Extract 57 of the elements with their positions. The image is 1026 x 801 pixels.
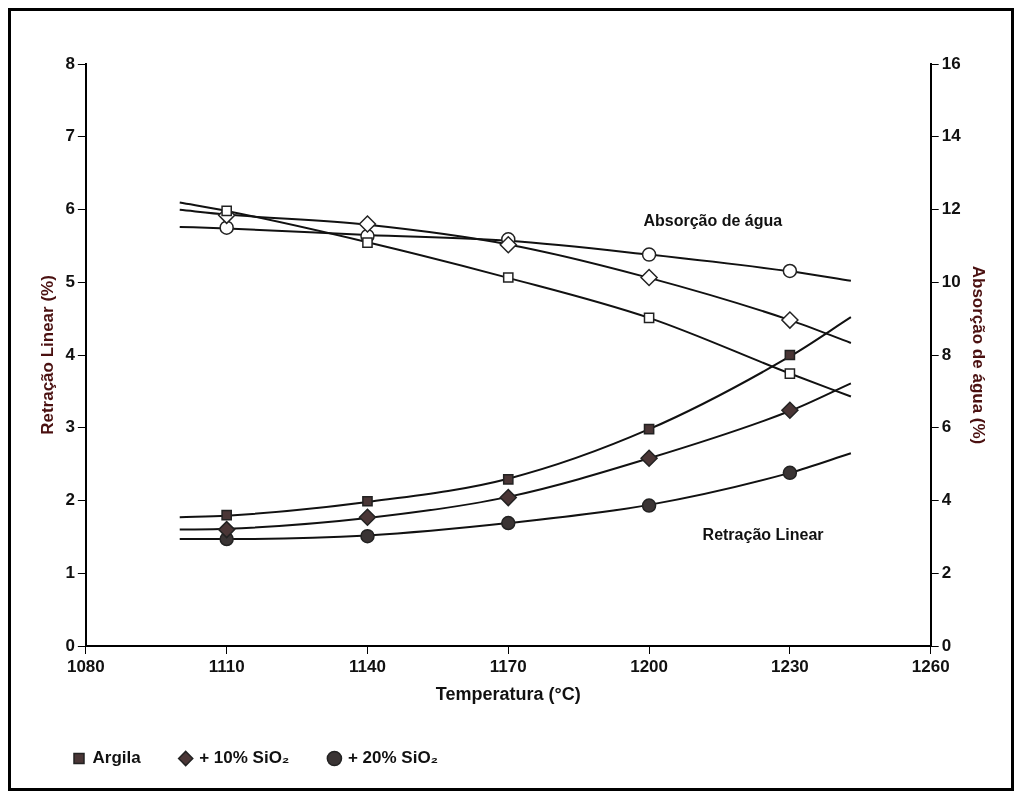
- point: [219, 220, 234, 235]
- point: [781, 401, 799, 420]
- x-tick-label: 1260: [911, 656, 950, 676]
- y-tick-label: 8: [65, 53, 75, 73]
- point: [217, 520, 236, 539]
- point: [358, 508, 377, 526]
- x-tick-label: 1170: [489, 656, 527, 676]
- x-tick-label: 1140: [349, 656, 386, 676]
- point: [221, 205, 233, 217]
- point: [782, 465, 798, 481]
- y2-tick-label: 14: [941, 126, 962, 146]
- x-tick-label: 1080: [66, 656, 105, 676]
- point: [362, 237, 373, 248]
- point: [641, 247, 657, 262]
- point: [221, 509, 233, 521]
- point: [781, 311, 799, 329]
- y2-tick-label: 2: [941, 562, 952, 582]
- point: [640, 268, 658, 287]
- y-axis-title: Retração Linear (%): [37, 275, 57, 435]
- y2-tick-label: 12: [941, 199, 961, 219]
- y-tick-label: 6: [65, 199, 75, 219]
- point: [501, 515, 516, 531]
- x-tick-label: 1200: [630, 656, 668, 676]
- point: [502, 272, 514, 283]
- y-tick-label: 7: [65, 126, 75, 146]
- y2-tick-label: 6: [941, 417, 952, 437]
- legend-label: + 10% SiO₂: [199, 748, 290, 768]
- y2-axis-title: Absorção de água (%): [969, 265, 989, 445]
- y2-tick-label: 4: [941, 490, 952, 510]
- point: [640, 449, 658, 468]
- annotation: Retração Linear: [702, 525, 824, 543]
- y-tick-label: 2: [65, 490, 75, 510]
- y-tick-label: 1: [65, 562, 75, 582]
- x-axis-title: Temperatura (°C): [435, 684, 581, 705]
- point: [641, 498, 657, 513]
- y-tick-label: 0: [65, 635, 75, 655]
- y2-tick-label: 16: [941, 53, 961, 73]
- point: [499, 488, 518, 507]
- point: [362, 495, 373, 507]
- x-tick-label: 1230: [770, 656, 809, 676]
- y-tick-label: 3: [65, 417, 75, 437]
- y2-tick-label: 8: [941, 344, 952, 364]
- point: [784, 368, 796, 379]
- y-tick-label: 4: [65, 344, 76, 364]
- y2-tick-label: 0: [941, 635, 952, 655]
- annotation: Absorção de água: [643, 211, 783, 229]
- point: [358, 215, 377, 233]
- point: [502, 474, 514, 485]
- y-tick-label: 5: [65, 271, 75, 291]
- x-tick-label: 1110: [208, 656, 245, 676]
- point: [360, 528, 375, 544]
- legend-label: + 20% SiO₂: [347, 748, 439, 768]
- point: [782, 263, 798, 279]
- point: [499, 236, 518, 254]
- legend-label: Argila: [92, 748, 142, 768]
- y2-tick-label: 10: [941, 271, 961, 291]
- point: [643, 423, 655, 435]
